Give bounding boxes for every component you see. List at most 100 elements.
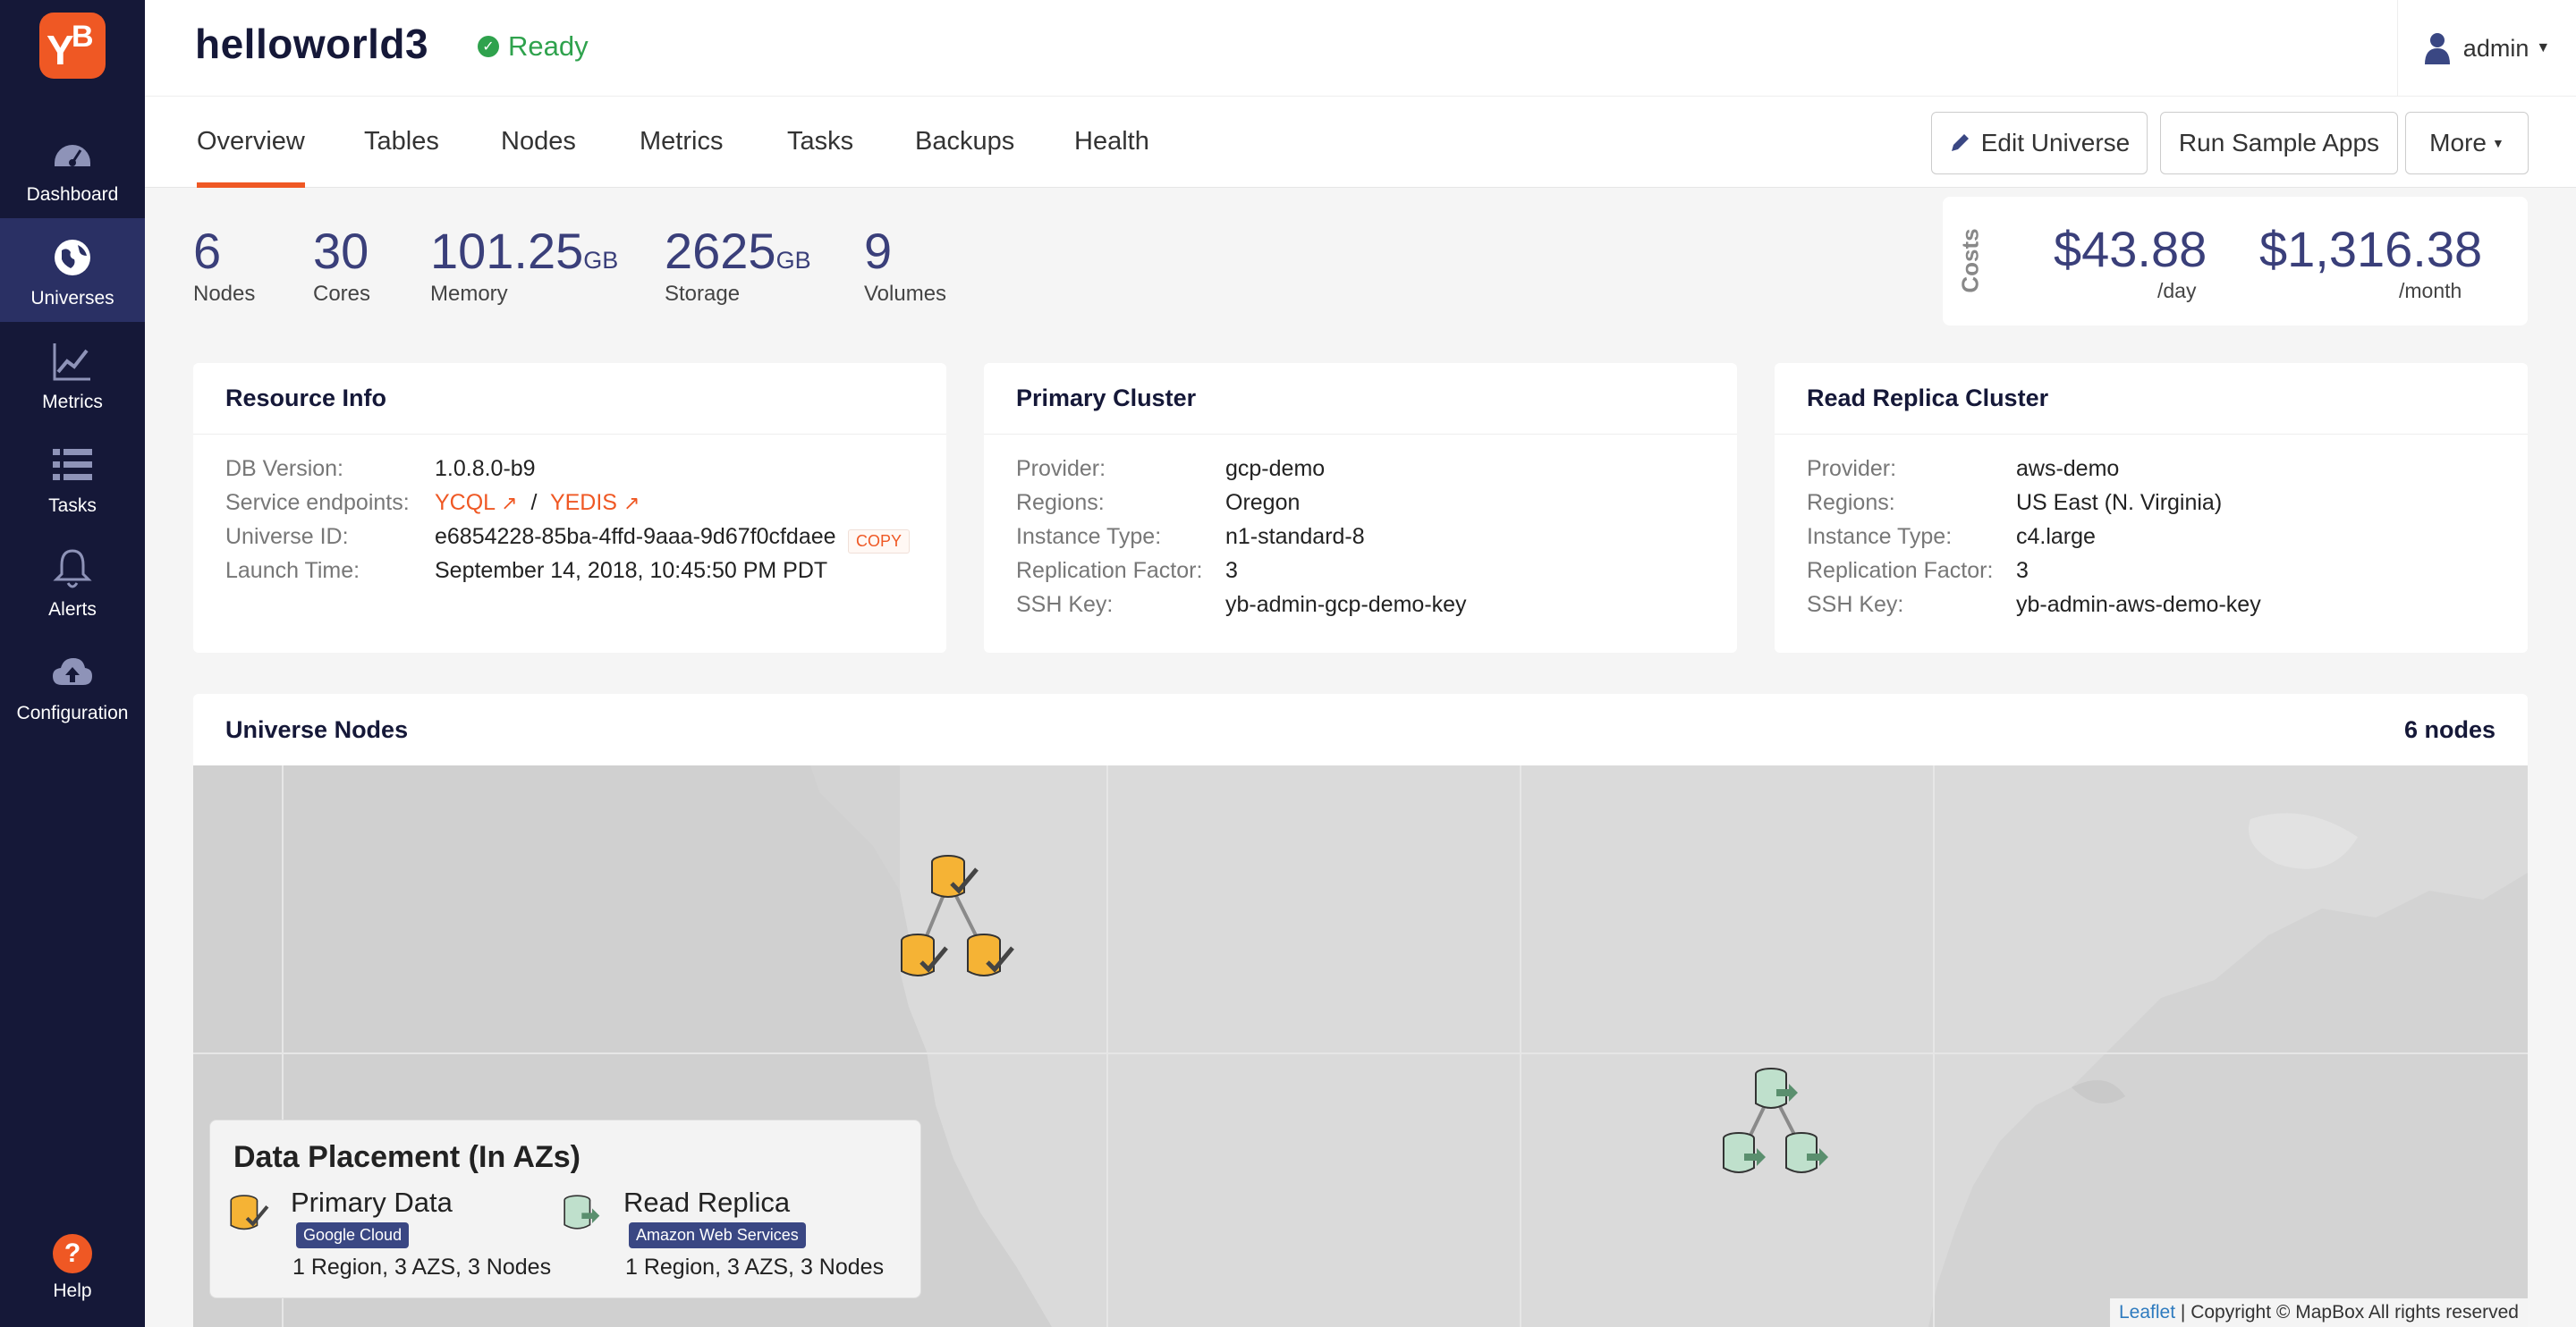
sidebar-item-label: Tasks: [48, 495, 97, 516]
data-placement-legend: Data Placement (In AZs) Primary Data Goo…: [209, 1120, 921, 1298]
universe-nodes-title: Universe Nodes: [225, 715, 409, 743]
endpoint-separator: /: [530, 490, 538, 515]
external-link-icon[interactable]: ↗: [501, 492, 518, 514]
row-key: Launch Time:: [225, 558, 360, 583]
row-key: SSH Key:: [1807, 592, 1904, 617]
tab-overview[interactable]: Overview: [197, 127, 305, 188]
row-key: DB Version:: [225, 456, 344, 481]
replica-node-icon[interactable]: [1782, 1130, 1835, 1180]
sidebar: Y B Dashboard Universes Metrics Tas: [0, 0, 145, 1327]
stat-unit: GB: [775, 247, 811, 274]
row-value: aws-demo: [2016, 456, 2120, 481]
google-cloud-tag: Google Cloud: [296, 1222, 410, 1248]
sidebar-item-universes[interactable]: Universes: [0, 218, 145, 322]
list-icon: [53, 449, 92, 480]
sidebar-item-label: Universes: [30, 288, 114, 309]
stat-memory: 101.25GB Memory: [430, 222, 618, 307]
row-value: 3: [1225, 558, 1238, 583]
yedis-link[interactable]: YEDIS: [549, 490, 617, 515]
tab-tasks[interactable]: Tasks: [787, 127, 854, 156]
bell-icon: [53, 549, 92, 588]
primary-cluster-card: Primary Cluster: [984, 363, 1737, 653]
replica-node-icon[interactable]: [1751, 1066, 1805, 1116]
daily-cost: $43.88: [2054, 221, 2207, 277]
user-menu[interactable]: admin ▼: [2397, 0, 2576, 97]
primary-data-icon: [230, 1195, 269, 1230]
sidebar-item-label: Configuration: [16, 703, 129, 723]
stat-value: 9: [864, 223, 893, 279]
pencil-icon: [1951, 134, 1969, 151]
sidebar-item-metrics[interactable]: Metrics: [0, 322, 145, 426]
stat-label: Nodes: [193, 282, 256, 306]
check-circle-icon: ✓: [478, 36, 499, 57]
daily-cost-label: /day: [2157, 279, 2197, 302]
more-button[interactable]: More ▼: [2405, 112, 2529, 174]
primary-data-desc: 1 Region, 3 AZS, 3 Nodes: [292, 1255, 552, 1280]
page-title: helloworld3: [195, 21, 429, 67]
read-replica-desc: 1 Region, 3 AZS, 3 Nodes: [625, 1255, 885, 1280]
stat-nodes: 6 Nodes: [193, 222, 255, 307]
nodes-map[interactable]: Data Placement (In AZs) Primary Data Goo…: [193, 765, 2528, 1327]
yugabyte-logo[interactable]: Y B: [38, 11, 107, 80]
dashboard-icon: [55, 145, 90, 166]
svg-text:B: B: [72, 20, 94, 54]
row-value: e6854228-85ba-4ffd-9aaa-9d67f0cfdaee: [435, 524, 836, 549]
chart-line-icon: [53, 343, 90, 381]
external-link-icon[interactable]: ↗: [623, 492, 640, 514]
stat-label: Memory: [430, 282, 508, 306]
row-key: Regions:: [1807, 490, 1895, 515]
status-text: Ready: [508, 30, 589, 62]
monthly-cost-label: /month: [2399, 279, 2462, 302]
replica-node-icon[interactable]: [1719, 1130, 1773, 1180]
user-icon: [2424, 33, 2450, 64]
sidebar-item-alerts[interactable]: Alerts: [0, 529, 145, 633]
primary-node-icon[interactable]: [964, 932, 1021, 985]
row-value: 3: [2016, 558, 2029, 583]
sidebar-item-configuration[interactable]: Configuration: [0, 633, 145, 737]
row-value: Oregon: [1225, 490, 1301, 515]
row-value: 1.0.8.0-b9: [435, 456, 536, 481]
row-key: Provider:: [1807, 456, 1897, 481]
leaflet-link[interactable]: Leaflet: [2119, 1302, 2176, 1323]
sidebar-item-dashboard[interactable]: Dashboard: [0, 114, 145, 218]
run-sample-apps-button[interactable]: Run Sample Apps: [2160, 112, 2398, 174]
help-icon: ?: [53, 1234, 92, 1273]
stat-cores: 30 Cores: [313, 222, 370, 307]
tab-backups[interactable]: Backups: [915, 127, 1015, 156]
sidebar-item-tasks[interactable]: Tasks: [0, 426, 145, 529]
endpoints-value: YCQL ↗ / YEDIS ↗: [435, 490, 640, 516]
row-value: US East (N. Virginia): [2016, 490, 2223, 515]
tab-metrics[interactable]: Metrics: [640, 127, 724, 156]
sidebar-item-label: Alerts: [48, 599, 97, 620]
row-key: Instance Type:: [1807, 524, 1953, 549]
tab-tables[interactable]: Tables: [364, 127, 439, 156]
row-key: SSH Key:: [1016, 592, 1114, 617]
map-attribution: Leaflet | Copyright © MapBox All rights …: [2110, 1298, 2528, 1327]
stat-label: Cores: [313, 282, 371, 306]
ycql-link[interactable]: YCQL: [435, 490, 496, 515]
monthly-cost: $1,316.38: [2259, 221, 2483, 277]
stat-label: Volumes: [864, 282, 947, 306]
tab-bar: Overview Tables Nodes Metrics Tasks Back…: [145, 97, 2576, 188]
caret-down-icon: ▼: [2491, 136, 2504, 150]
edit-universe-button[interactable]: Edit Universe: [1931, 112, 2148, 174]
legend-title: Data Placement (In AZs): [233, 1140, 580, 1174]
universe-nodes-header: Universe Nodes 6 nodes: [193, 694, 2528, 765]
stat-value: 6: [193, 223, 222, 279]
row-value: yb-admin-aws-demo-key: [2016, 592, 2261, 617]
sidebar-item-help[interactable]: ? Help: [0, 1234, 145, 1323]
tab-health[interactable]: Health: [1074, 127, 1149, 156]
tab-nodes[interactable]: Nodes: [501, 127, 576, 156]
stat-value: 30: [313, 223, 369, 279]
stat-value: 101.25: [430, 223, 584, 279]
copy-button[interactable]: COPY: [848, 529, 911, 554]
stat-storage: 2625GB Storage: [665, 222, 811, 307]
primary-node-icon[interactable]: [898, 932, 955, 985]
cloud-upload-icon: [53, 658, 92, 685]
stat-label: Storage: [665, 282, 741, 306]
row-value: gcp-demo: [1225, 456, 1326, 481]
primary-node-icon[interactable]: [928, 853, 986, 907]
costs-panel: Costs $43.88 /day $1,316.38 /month: [1943, 197, 2528, 325]
svg-text:Y: Y: [47, 27, 74, 73]
row-key: Universe ID:: [225, 524, 349, 549]
